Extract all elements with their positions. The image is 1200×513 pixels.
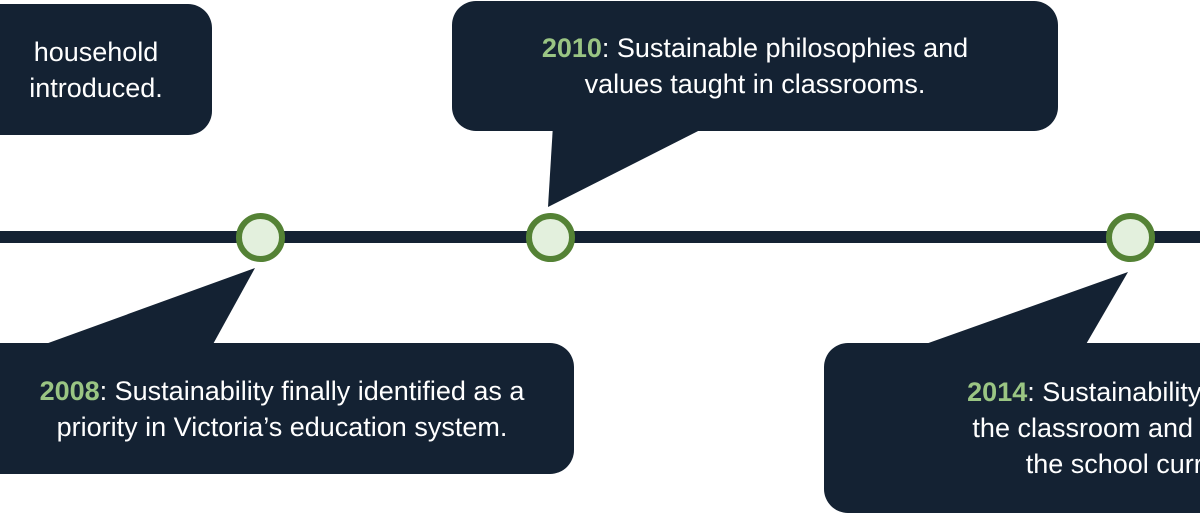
callout-line: 2008: Sustainability finally identified … (0, 373, 574, 409)
callout-line: values taught in classrooms. (584, 69, 926, 99)
timeline-node-2014 (1106, 213, 1155, 262)
callout-line: priority in Victoria’s education system. (56, 411, 508, 442)
timeline-node-2008 (236, 213, 285, 262)
event-year: 2010 (541, 33, 602, 63)
callout-bubble-2008: 2008: Sustainability finally identified … (0, 343, 574, 474)
callout-line: 2010: Sustainable philosophies and (452, 30, 1058, 66)
event-text: : Sustainable philosophies and (601, 33, 969, 63)
timeline-node-2010 (526, 213, 575, 262)
event-text: : Sustainability finally identified as a (99, 375, 525, 406)
callout-line: introduced. (29, 72, 163, 103)
callout-line: the school curric (1025, 449, 1200, 479)
callout-tail-2010 (548, 125, 710, 207)
callout-line: the classroom and is fully (972, 413, 1200, 443)
callout-bubble-2014: 2014: Sustainability is a m the classroo… (824, 343, 1200, 513)
callout-bubble-early: household introduced. (0, 4, 212, 135)
event-text: : Sustainability is a m (1027, 377, 1200, 407)
timeline-axis (0, 231, 1200, 243)
callout-line: household (33, 36, 159, 67)
event-year: 2014 (967, 377, 1028, 407)
callout-line: 2014: Sustainability is a m (824, 374, 1200, 410)
callout-bubble-2010: 2010: Sustainable philosophies and value… (452, 1, 1058, 131)
callout-tail-2014 (920, 272, 1128, 346)
event-year: 2008 (39, 375, 100, 406)
callout-tail-2008 (40, 268, 255, 346)
